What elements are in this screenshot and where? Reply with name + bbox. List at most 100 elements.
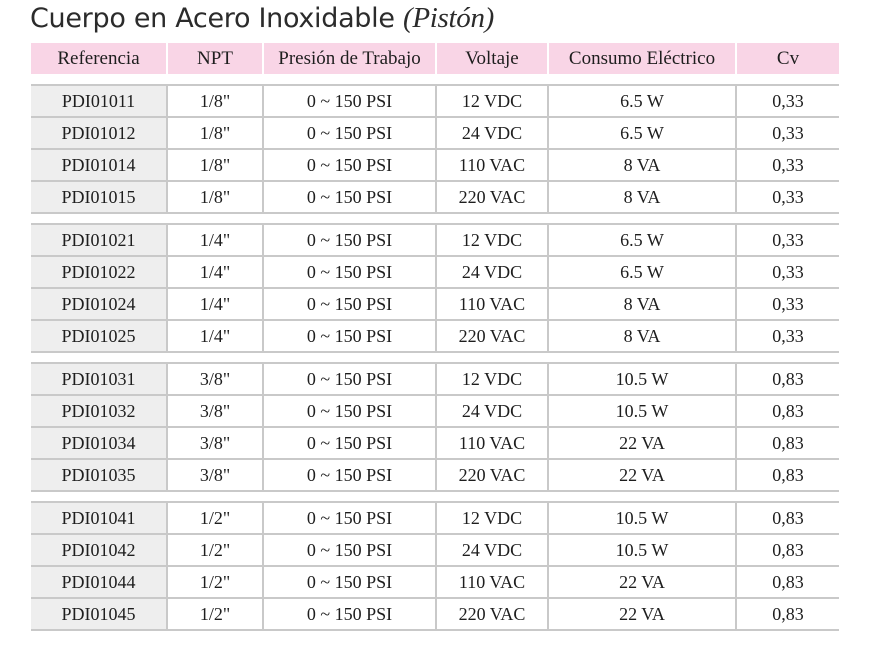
cell-consumo: 6.5 W: [547, 223, 735, 257]
cell-cv: 0,83: [735, 362, 839, 396]
cell-npt: 1/2": [166, 535, 262, 567]
cell-cv: 0,33: [735, 118, 839, 150]
cell-consumo: 8 VA: [547, 150, 735, 182]
table-body: PDI01011 1/8" 0 ~ 150 PSI 12 VDC 6.5 W 0,33 PD…: [31, 76, 839, 631]
cell-presion: 0 ~ 150 PSI: [262, 428, 435, 460]
cell-presion: 0 ~ 150 PSI: [262, 460, 435, 492]
cell-voltaje: 12 VDC: [435, 501, 547, 535]
table-row: PDI01032 3/8" 0 ~ 150 PSI 24 VDC 10.5 W 0,83: [31, 396, 839, 428]
cell-voltaje: 24 VDC: [435, 396, 547, 428]
table-row: PDI01031 3/8" 0 ~ 150 PSI 12 VDC 10.5 W 0,83: [31, 362, 839, 396]
cell-npt: 1/4": [166, 223, 262, 257]
cell-consumo: 22 VA: [547, 428, 735, 460]
cell-voltaje: 110 VAC: [435, 150, 547, 182]
group-spacer: [31, 214, 839, 223]
cell-voltaje: 220 VAC: [435, 599, 547, 631]
cell-npt: 3/8": [166, 362, 262, 396]
cell-referencia: PDI01022: [31, 257, 166, 289]
cell-voltaje: 220 VAC: [435, 321, 547, 353]
cell-voltaje: 24 VDC: [435, 118, 547, 150]
cell-npt: 1/4": [166, 257, 262, 289]
cell-npt: 3/8": [166, 396, 262, 428]
cell-consumo: 6.5 W: [547, 257, 735, 289]
cell-cv: 0,83: [735, 460, 839, 492]
cell-presion: 0 ~ 150 PSI: [262, 321, 435, 353]
cell-cv: 0,33: [735, 84, 839, 118]
cell-voltaje: 12 VDC: [435, 84, 547, 118]
cell-referencia: PDI01032: [31, 396, 166, 428]
cell-npt: 3/8": [166, 460, 262, 492]
cell-consumo: 8 VA: [547, 289, 735, 321]
table-row: PDI01035 3/8" 0 ~ 150 PSI 220 VAC 22 VA 0,83: [31, 460, 839, 492]
cell-consumo: 22 VA: [547, 599, 735, 631]
cell-npt: 1/2": [166, 567, 262, 599]
table-row: PDI01044 1/2" 0 ~ 150 PSI 110 VAC 22 VA 0,83: [31, 567, 839, 599]
table-row: PDI01014 1/8" 0 ~ 150 PSI 110 VAC 8 VA 0,33: [31, 150, 839, 182]
cell-cv: 0,33: [735, 321, 839, 353]
table-row: PDI01041 1/2" 0 ~ 150 PSI 12 VDC 10.5 W 0,83: [31, 501, 839, 535]
cell-referencia: PDI01041: [31, 501, 166, 535]
cell-presion: 0 ~ 150 PSI: [262, 289, 435, 321]
cell-cv: 0,33: [735, 223, 839, 257]
cell-presion: 0 ~ 150 PSI: [262, 599, 435, 631]
cell-presion: 0 ~ 150 PSI: [262, 150, 435, 182]
column-header-npt: NPT: [166, 43, 262, 76]
cell-consumo: 22 VA: [547, 567, 735, 599]
group-spacer: [31, 76, 839, 84]
cell-voltaje: 24 VDC: [435, 535, 547, 567]
table-row: PDI01012 1/8" 0 ~ 150 PSI 24 VDC 6.5 W 0,33: [31, 118, 839, 150]
cell-npt: 1/8": [166, 118, 262, 150]
column-header-voltaje: Voltaje: [435, 43, 547, 76]
cell-presion: 0 ~ 150 PSI: [262, 84, 435, 118]
cell-cv: 0,33: [735, 289, 839, 321]
cell-cv: 0,33: [735, 257, 839, 289]
cell-consumo: 10.5 W: [547, 535, 735, 567]
cell-presion: 0 ~ 150 PSI: [262, 535, 435, 567]
cell-consumo: 8 VA: [547, 321, 735, 353]
table-row: PDI01045 1/2" 0 ~ 150 PSI 220 VAC 22 VA 0,83: [31, 599, 839, 631]
cell-npt: 1/8": [166, 182, 262, 214]
cell-voltaje: 110 VAC: [435, 567, 547, 599]
cell-referencia: PDI01042: [31, 535, 166, 567]
table-row: PDI01021 1/4" 0 ~ 150 PSI 12 VDC 6.5 W 0,33: [31, 223, 839, 257]
cell-npt: 1/4": [166, 321, 262, 353]
table-row: PDI01034 3/8" 0 ~ 150 PSI 110 VAC 22 VA 0,83: [31, 428, 839, 460]
group-spacer-cell: [31, 492, 839, 501]
cell-referencia: PDI01045: [31, 599, 166, 631]
cell-consumo: 6.5 W: [547, 84, 735, 118]
cell-presion: 0 ~ 150 PSI: [262, 223, 435, 257]
group-spacer: [31, 353, 839, 362]
page-title: Cuerpo en Acero Inoxidable (Pistón): [30, 0, 494, 40]
table-row: PDI01011 1/8" 0 ~ 150 PSI 12 VDC 6.5 W 0,33: [31, 84, 839, 118]
cell-voltaje: 220 VAC: [435, 460, 547, 492]
cell-presion: 0 ~ 150 PSI: [262, 182, 435, 214]
column-header-presion: Presión de Trabajo: [262, 43, 435, 76]
table-row: PDI01025 1/4" 0 ~ 150 PSI 220 VAC 8 VA 0,33: [31, 321, 839, 353]
cell-consumo: 10.5 W: [547, 501, 735, 535]
cell-referencia: PDI01011: [31, 84, 166, 118]
cell-cv: 0,83: [735, 428, 839, 460]
cell-presion: 0 ~ 150 PSI: [262, 501, 435, 535]
cell-referencia: PDI01025: [31, 321, 166, 353]
cell-consumo: 10.5 W: [547, 396, 735, 428]
cell-consumo: 22 VA: [547, 460, 735, 492]
cell-npt: 1/2": [166, 501, 262, 535]
cell-referencia: PDI01035: [31, 460, 166, 492]
group-spacer-cell: [31, 353, 839, 362]
group-spacer-cell: [31, 214, 839, 223]
group-spacer: [31, 492, 839, 501]
cell-presion: 0 ~ 150 PSI: [262, 118, 435, 150]
cell-referencia: PDI01034: [31, 428, 166, 460]
cell-consumo: 10.5 W: [547, 362, 735, 396]
cell-referencia: PDI01012: [31, 118, 166, 150]
table-row: PDI01022 1/4" 0 ~ 150 PSI 24 VDC 6.5 W 0,33: [31, 257, 839, 289]
cell-npt: 1/4": [166, 289, 262, 321]
cell-cv: 0,83: [735, 567, 839, 599]
table-row: PDI01015 1/8" 0 ~ 150 PSI 220 VAC 8 VA 0,33: [31, 182, 839, 214]
table-row: PDI01042 1/2" 0 ~ 150 PSI 24 VDC 10.5 W 0,83: [31, 535, 839, 567]
cell-consumo: 8 VA: [547, 182, 735, 214]
column-header-referencia: Referencia: [31, 43, 166, 76]
column-header-cv: Cv: [735, 43, 839, 76]
cell-referencia: PDI01044: [31, 567, 166, 599]
cell-cv: 0,33: [735, 182, 839, 214]
